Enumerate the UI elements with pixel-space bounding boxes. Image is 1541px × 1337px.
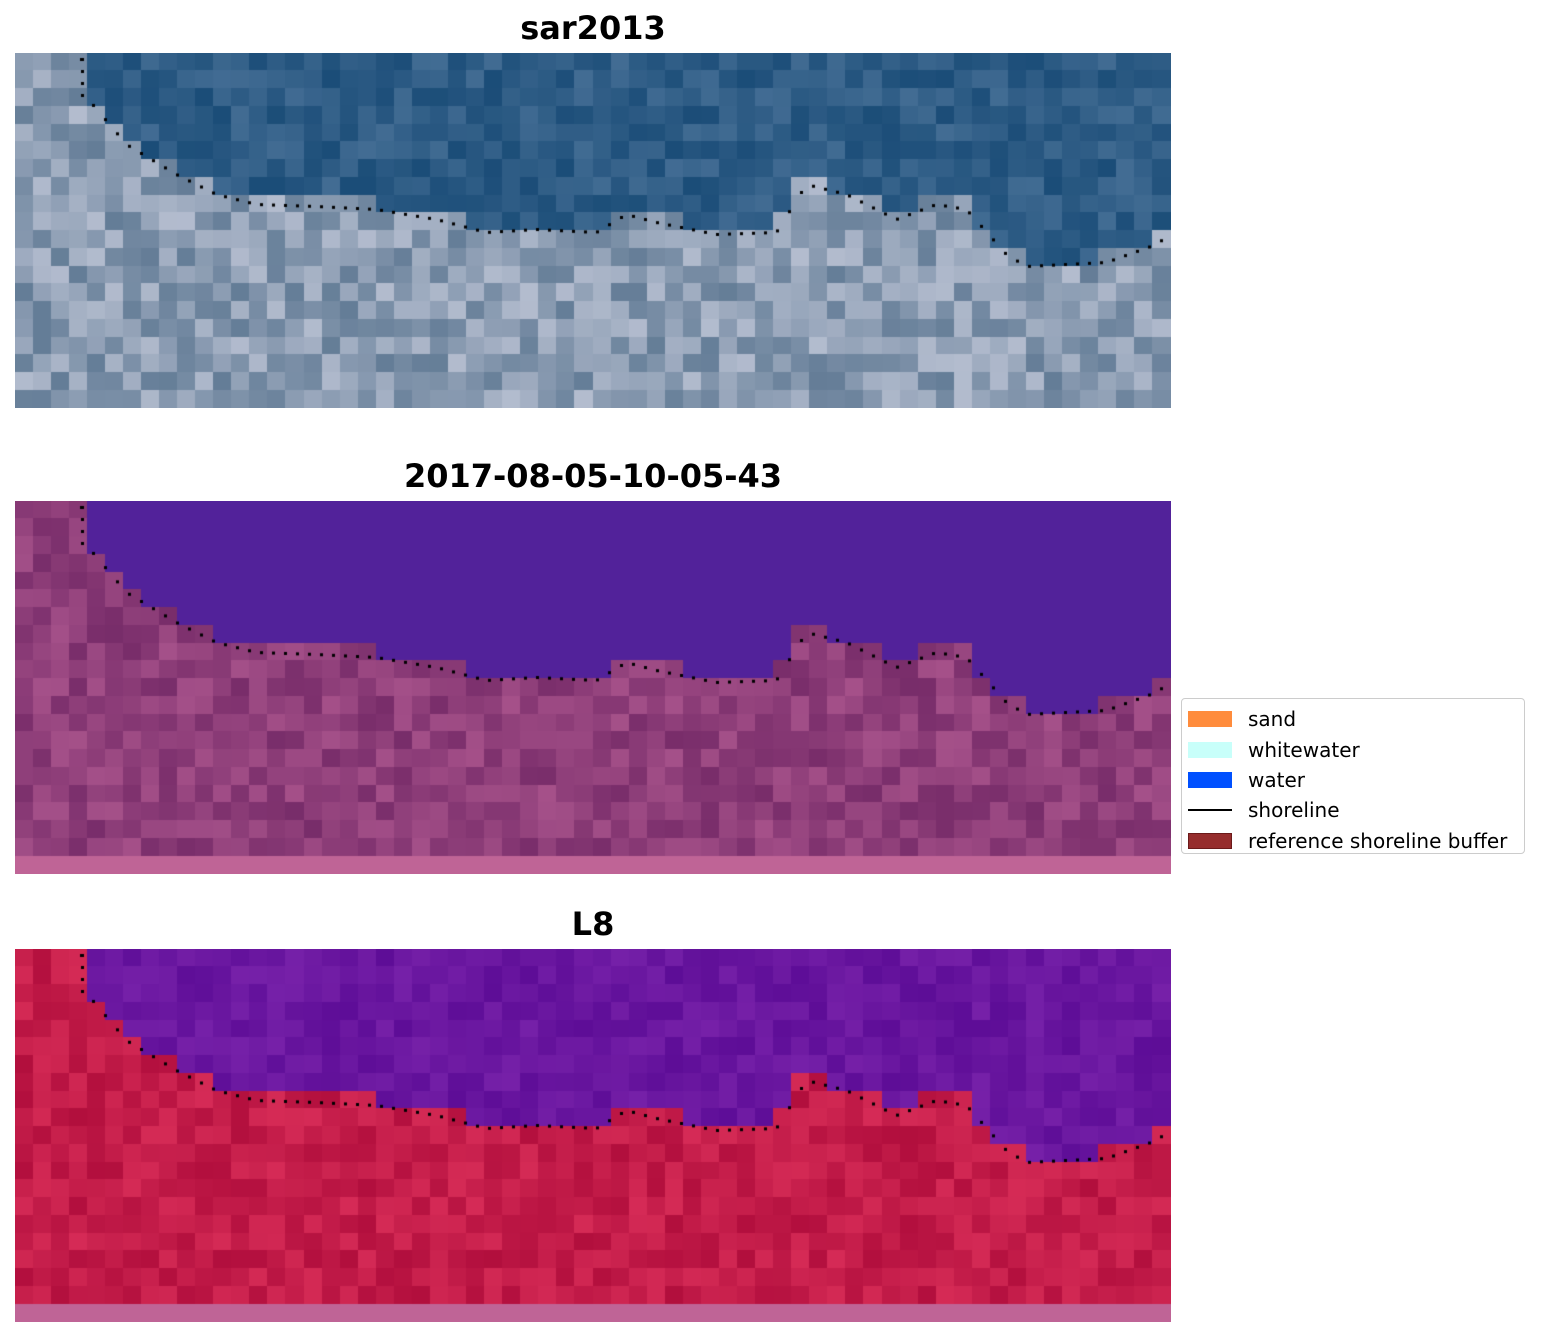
legend-item-water: water [1188,765,1524,795]
legend-item-sand: sand [1188,704,1524,734]
legend: sand whitewater water shoreline referenc… [1181,698,1525,854]
legend-label-whitewater: whitewater [1248,737,1360,762]
legend-label-reference-buffer: reference shoreline buffer [1248,828,1508,853]
reference-buffer-swatch [1188,832,1232,849]
legend-label-water: water [1248,767,1305,792]
legend-item-whitewater: whitewater [1188,734,1524,764]
panel-title-classified: 2017-08-05-10-05-43 [403,457,783,495]
shoreline-line-swatch [1188,809,1232,812]
panel-title-sar2013: sar2013 [520,9,666,47]
legend-item-reference-buffer: reference shoreline buffer [1188,826,1524,856]
classified-image [15,501,1171,874]
l8-index-image [15,949,1171,1322]
sar2013-rgb-image [15,53,1171,408]
legend-label-sand: sand [1248,707,1297,732]
legend-label-shoreline: shoreline [1248,798,1340,823]
panel-title-l8: L8 [571,905,615,943]
legend-item-shoreline: shoreline [1188,795,1524,825]
water-swatch [1188,771,1232,788]
whitewater-swatch [1188,741,1232,758]
sand-swatch [1188,711,1232,728]
